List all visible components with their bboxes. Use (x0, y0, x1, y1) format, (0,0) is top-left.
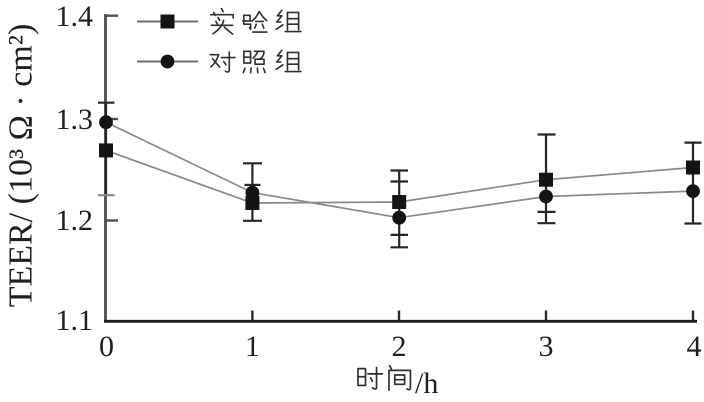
svg-text:/h: /h (415, 367, 438, 400)
svg-text:1.1: 1.1 (56, 304, 94, 337)
svg-text:4: 4 (687, 330, 702, 363)
svg-text:2: 2 (392, 330, 407, 363)
svg-text:1.4: 1.4 (56, 0, 94, 33)
svg-text:1.2: 1.2 (56, 204, 94, 237)
svg-text:1: 1 (245, 330, 260, 363)
svg-text:0: 0 (99, 330, 114, 363)
svg-text:TEER/ (10³ Ω · cm²): TEER/ (10³ Ω · cm²) (3, 24, 40, 308)
svg-text:1.3: 1.3 (56, 103, 94, 136)
svg-text:3: 3 (539, 330, 554, 363)
